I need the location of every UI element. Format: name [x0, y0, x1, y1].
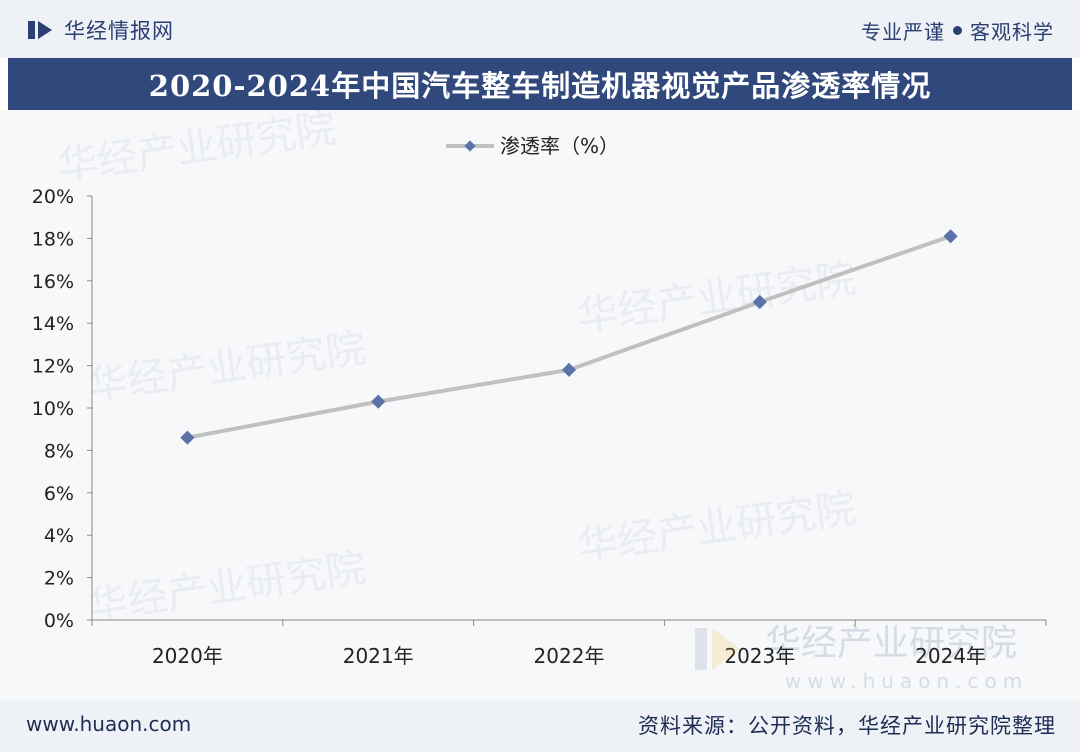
y-tick-label: 20% — [32, 186, 74, 208]
brand: 华经情报网 — [28, 14, 174, 46]
watermark-text: 华经产业研究院 — [55, 110, 339, 190]
y-tick-label: 12% — [32, 356, 74, 378]
legend: 渗透率（%） — [446, 134, 619, 158]
motto-left: 专业严谨 — [861, 19, 945, 44]
watermark-logo-icon — [712, 628, 740, 670]
footer-bar: www.huaon.com 资料来源：公开资料，华经产业研究院整理 — [0, 700, 1080, 752]
footer-url: www.huaon.com — [26, 712, 192, 736]
legend-marker-swatch — [464, 140, 476, 152]
x-tick-label: 2024年 — [915, 644, 986, 668]
watermark-text: 华经产业研究院 — [575, 255, 859, 340]
watermark-url: www.huaon.com — [785, 669, 1028, 693]
motto: 专业严谨 客观科学 — [861, 14, 1054, 46]
watermark-org: 华经产业研究院 — [765, 623, 1017, 664]
x-tick-label: 2020年 — [152, 644, 223, 668]
data-point — [943, 229, 958, 244]
y-tick-label: 8% — [44, 440, 74, 462]
x-tick-label: 2023年 — [724, 644, 795, 668]
corner-watermark: 华经产业研究院 www.huaon.com — [695, 623, 1028, 693]
y-tick-label: 0% — [44, 610, 74, 632]
chart-axes: 0% 2% 4% 6% 8% 10% 12% 14% 16% 18% 20% 2020年 2021年 20… — [32, 186, 1047, 668]
watermark-layer: 华经产业研究院 华经产业研究院 华经产业研究院 华经产业研究院 华经产业研究院 — [55, 110, 859, 630]
y-tick-label: 4% — [44, 525, 74, 547]
y-tick-label: 18% — [32, 228, 74, 250]
data-point — [371, 394, 386, 409]
title-bar: 2020-2024年中国汽车整车制造机器视觉产品渗透率情况 — [8, 58, 1072, 110]
watermark-text: 华经产业研究院 — [575, 485, 859, 570]
data-point — [180, 430, 195, 445]
brand-logo-icon — [28, 21, 52, 39]
watermark-logo-icon — [695, 628, 707, 670]
y-tick-label: 16% — [32, 271, 74, 293]
y-tick-label: 2% — [44, 568, 74, 590]
chart-area: 华经产业研究院 华经产业研究院 华经产业研究院 华经产业研究院 华经产业研究院 … — [0, 110, 1080, 700]
top-header-bar: 华经情报网 专业严谨 客观科学 — [0, 0, 1080, 58]
watermark-text: 华经产业研究院 — [85, 545, 369, 630]
footer-source: 资料来源：公开资料，华经产业研究院整理 — [638, 714, 1056, 738]
brand-name: 华经情报网 — [64, 19, 174, 43]
x-tick-label: 2021年 — [343, 644, 414, 668]
y-tick-label: 6% — [44, 483, 74, 505]
motto-right: 客观科学 — [970, 19, 1054, 44]
watermark-text: 华经产业研究院 — [85, 325, 369, 410]
bullet-dot-icon — [953, 25, 962, 35]
line-chart: 华经产业研究院 华经产业研究院 华经产业研究院 华经产业研究院 华经产业研究院 … — [32, 110, 1047, 693]
data-point — [561, 362, 577, 377]
legend-label: 渗透率（%） — [500, 134, 619, 158]
chart-title: 2020-2024年中国汽车整车制造机器视觉产品渗透率情况 — [148, 69, 932, 103]
y-tick-label: 10% — [32, 398, 74, 420]
data-point — [752, 294, 767, 310]
y-tick-label: 14% — [32, 313, 74, 335]
series-layer — [180, 229, 958, 445]
x-tick-label: 2022年 — [534, 644, 605, 668]
